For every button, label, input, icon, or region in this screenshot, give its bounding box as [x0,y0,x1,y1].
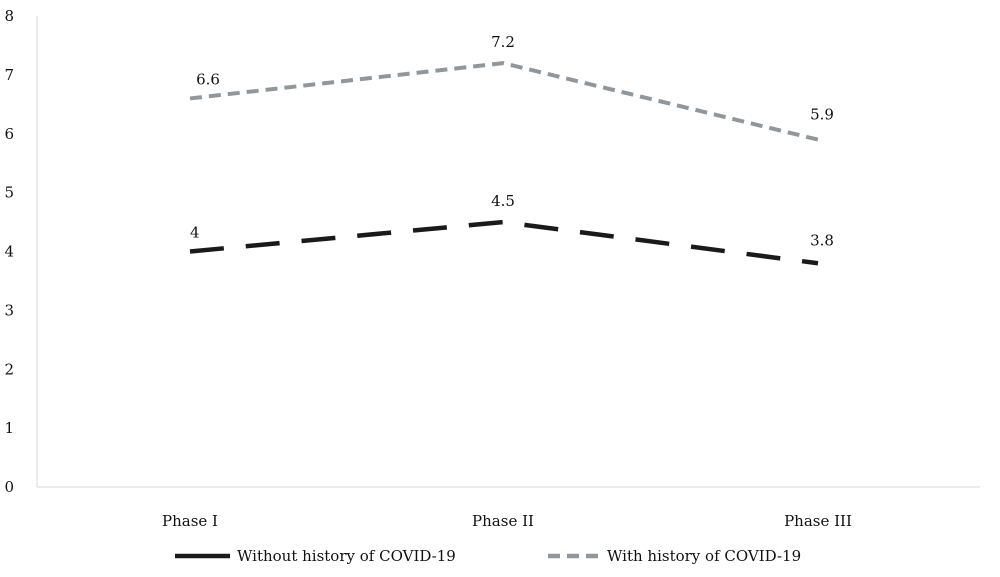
legend-label: Without history of COVID-19 [237,547,456,565]
axes [36,16,980,488]
data-labels: 4 4.5 3.8 6.6 7.2 5.9 [190,33,834,249]
y-tick-label: 5 [4,184,14,202]
x-tick-label: Phase III [784,512,852,530]
x-tick-label: Phase II [472,512,534,530]
y-tick-label: 2 [4,360,14,378]
data-label: 3.8 [810,231,834,249]
y-tick-label: 4 [4,243,14,261]
series-line-without-history [189,219,819,266]
y-tick-label: 1 [4,419,14,437]
data-label: 7.2 [491,33,515,51]
series-lines [189,61,819,266]
y-tick-label: 8 [4,7,14,25]
y-tick-labels: 0 1 2 3 4 5 6 7 8 [4,7,14,496]
data-label: 4.5 [491,192,515,210]
y-tick-label: 3 [4,301,14,319]
y-tick-label: 6 [4,125,14,143]
data-label: 5.9 [810,106,834,124]
legend: Without history of COVID-19 With history … [175,547,801,565]
data-label: 4 [190,224,200,242]
legend-label: With history of COVID-19 [607,547,801,565]
data-label: 6.6 [196,70,220,88]
y-tick-label: 0 [4,478,14,496]
y-tick-label: 7 [4,66,14,84]
x-tick-label: Phase I [162,512,218,530]
x-tick-labels: Phase I Phase II Phase III [162,512,852,530]
series-line-with-history [189,61,819,142]
